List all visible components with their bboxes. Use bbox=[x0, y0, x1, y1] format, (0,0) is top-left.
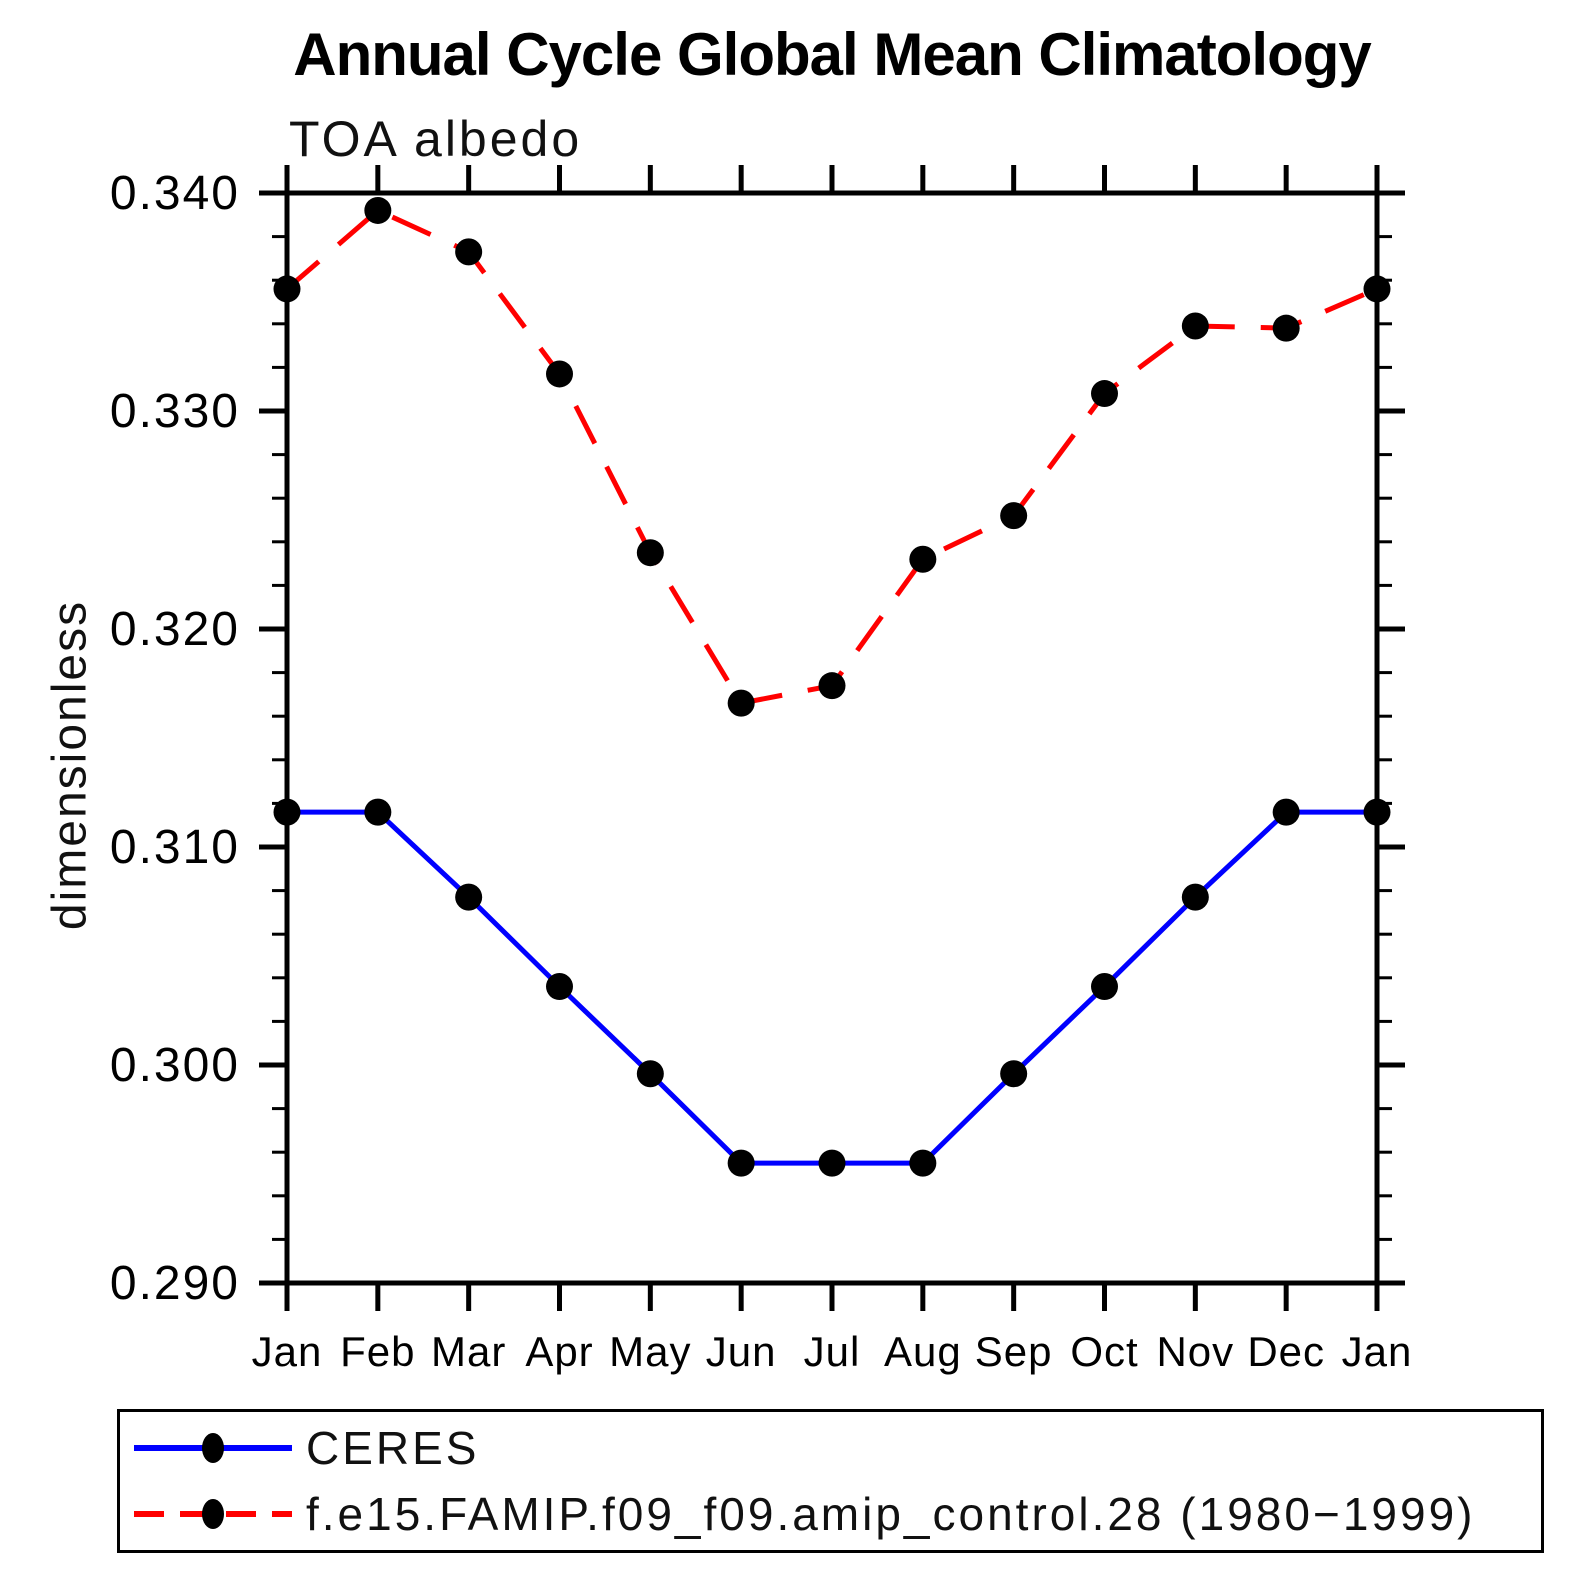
data-point bbox=[636, 1060, 664, 1088]
legend-label-ceres: CERES bbox=[306, 1422, 480, 1474]
data-point bbox=[727, 689, 755, 717]
y-tick-labels: 0.290 0.300 0.310 0.320 0.330 0.340 bbox=[110, 167, 240, 1310]
data-point bbox=[273, 275, 301, 303]
legend-label-model: f.e15.FAMIP.f09_f09.amip_control.28 (198… bbox=[306, 1488, 1476, 1540]
data-point bbox=[364, 798, 392, 826]
legend-box: CERES f.e15.FAMIP.f09_f09.amip_control.2… bbox=[117, 1409, 1544, 1553]
legend-item-model: f.e15.FAMIP.f09_f09.amip_control.28 (198… bbox=[120, 1484, 1541, 1544]
x-tick-label: Apr bbox=[525, 1328, 593, 1375]
data-point bbox=[1000, 502, 1028, 530]
data-point bbox=[273, 798, 301, 826]
data-point bbox=[1091, 380, 1118, 408]
data-point bbox=[727, 1149, 755, 1177]
x-tick-labels: Jan Feb Mar Apr May Jun Jul Aug Sep Oct Nov Dec Jan bbox=[252, 1328, 1413, 1375]
x-tick-label: Mar bbox=[431, 1328, 506, 1375]
x-tick-label: Feb bbox=[340, 1328, 415, 1375]
data-point bbox=[909, 545, 937, 573]
y-tick-label: 0.320 bbox=[110, 603, 240, 656]
data-point bbox=[455, 883, 483, 911]
data-point bbox=[1181, 312, 1209, 340]
legend-swatch-ceres-line bbox=[134, 1433, 292, 1463]
legend-item-ceres: CERES bbox=[120, 1418, 1541, 1478]
x-tick-label: May bbox=[609, 1328, 691, 1375]
data-point bbox=[1181, 883, 1209, 911]
y-tick-label: 0.310 bbox=[110, 821, 240, 874]
x-tick-label: Jan bbox=[1342, 1328, 1413, 1375]
data-point bbox=[455, 238, 483, 266]
x-tick-label: Oct bbox=[1070, 1328, 1138, 1375]
y-tick-label: 0.300 bbox=[110, 1039, 240, 1092]
data-point bbox=[1272, 798, 1300, 826]
x-tick-label: Sep bbox=[975, 1328, 1053, 1375]
data-point bbox=[1363, 798, 1391, 826]
axes-frame bbox=[284, 190, 1380, 1286]
data-point bbox=[1000, 1060, 1028, 1088]
chart-title: Annual Cycle Global Mean Climatology bbox=[293, 21, 1372, 88]
chart-subtitle: TOA albedo bbox=[289, 111, 583, 167]
data-point bbox=[1091, 973, 1118, 1001]
x-tick-label: Nov bbox=[1156, 1328, 1234, 1375]
data-point bbox=[1272, 314, 1300, 342]
x-tick-label: Dec bbox=[1247, 1328, 1325, 1375]
x-tick-label: Aug bbox=[884, 1328, 962, 1375]
data-point bbox=[818, 1149, 846, 1177]
data-point bbox=[546, 973, 573, 1001]
series-model bbox=[273, 196, 1391, 717]
data-point bbox=[909, 1149, 937, 1177]
data-point bbox=[1363, 275, 1391, 303]
x-tick-label: Jan bbox=[252, 1328, 323, 1375]
axis-ticks bbox=[259, 165, 1405, 1311]
series-ceres bbox=[273, 798, 1391, 1177]
data-point bbox=[364, 196, 392, 224]
legend-swatch-model-line bbox=[134, 1499, 292, 1529]
x-tick-label: Jul bbox=[804, 1328, 861, 1375]
y-tick-label: 0.330 bbox=[110, 385, 240, 438]
y-tick-label: 0.290 bbox=[110, 1257, 240, 1310]
y-tick-label: 0.340 bbox=[110, 167, 240, 220]
data-point bbox=[818, 672, 846, 700]
data-point bbox=[636, 539, 664, 567]
x-tick-label: Jun bbox=[706, 1328, 777, 1375]
data-point bbox=[546, 360, 573, 388]
